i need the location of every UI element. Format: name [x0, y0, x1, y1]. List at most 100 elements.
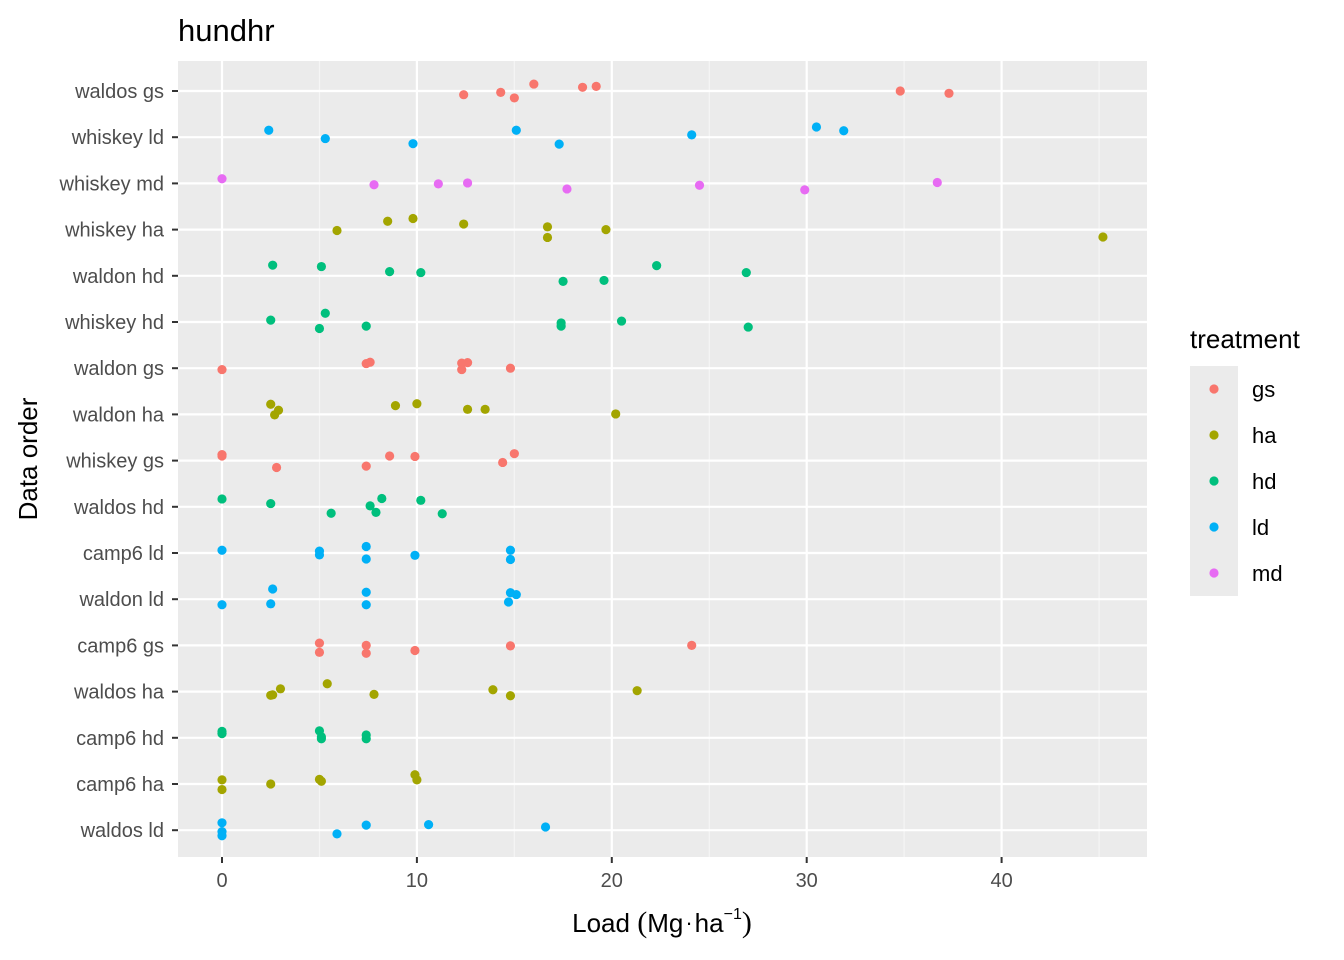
data-point — [369, 180, 379, 190]
y-axis-title: Data order — [13, 397, 43, 520]
data-point — [601, 225, 611, 235]
x-axis-title-unit-ha: ha — [695, 908, 724, 938]
legend-entries: gs ha hd ld md — [1209, 377, 1283, 586]
data-point — [271, 462, 282, 473]
data-point — [410, 645, 420, 656]
data-point — [383, 216, 393, 226]
data-point — [275, 684, 286, 694]
data-point — [217, 451, 227, 461]
y-tick-label: whiskey hd — [64, 312, 164, 334]
y-tick-label: whiskey gs — [65, 451, 164, 473]
data-point — [266, 498, 276, 509]
data-point — [616, 316, 627, 326]
data-point — [332, 829, 342, 839]
data-point — [361, 820, 371, 830]
x-tick-label: 30 — [796, 870, 818, 892]
legend: treatment gs ha hd ld md — [1190, 324, 1301, 596]
x-tick-label: 40 — [990, 870, 1012, 892]
data-point — [577, 82, 588, 92]
data-point — [326, 508, 336, 518]
data-point — [217, 494, 227, 504]
y-tick-label: camp6 gs — [77, 635, 164, 657]
data-point — [741, 267, 751, 278]
data-point — [361, 734, 371, 744]
legend-label-ld: ld — [1252, 515, 1269, 540]
data-point — [410, 550, 420, 560]
x-tick-label: 0 — [216, 870, 227, 892]
y-tick-label: camp6 hd — [76, 728, 164, 750]
data-point — [505, 691, 516, 701]
data-point — [488, 685, 498, 695]
legend-label-gs: gs — [1252, 377, 1275, 402]
data-point — [505, 363, 516, 373]
data-point — [498, 457, 508, 468]
y-tick-label: whiskey ld — [71, 127, 164, 149]
data-point — [459, 219, 469, 229]
data-point — [1098, 232, 1108, 242]
data-point — [217, 364, 227, 375]
data-point — [412, 399, 422, 409]
data-point — [314, 550, 325, 560]
legend-label-hd: hd — [1252, 469, 1276, 494]
data-point — [217, 784, 227, 795]
legend-key-md — [1209, 568, 1219, 578]
x-axis-title-close-paren: ) — [742, 906, 752, 939]
legend-key-hd — [1209, 476, 1219, 486]
plot-panel — [178, 61, 1147, 857]
data-point — [505, 554, 516, 565]
y-axis: waldos gs whiskey ld whiskey md whiskey ha w… — [59, 81, 178, 842]
data-point — [652, 261, 662, 271]
legend-key-ha — [1209, 430, 1219, 440]
data-point — [266, 599, 276, 609]
data-point — [457, 364, 467, 375]
y-tick-label: waldos hd — [73, 497, 164, 519]
y-tick-label: waldon gs — [73, 358, 164, 380]
data-point — [556, 321, 566, 331]
data-point — [361, 461, 371, 471]
data-point — [273, 405, 284, 415]
data-point — [385, 451, 395, 461]
data-point — [496, 87, 506, 97]
y-tick-label: camp6 ld — [83, 543, 164, 565]
x-tick-label: 20 — [601, 870, 623, 892]
data-point — [433, 179, 443, 189]
data-point — [361, 321, 371, 331]
data-point — [505, 545, 516, 555]
data-point — [361, 640, 371, 651]
data-point — [314, 323, 325, 334]
data-point — [811, 122, 822, 132]
y-tick-label: waldon ld — [78, 589, 164, 611]
data-point — [322, 679, 332, 689]
data-point — [694, 180, 705, 190]
data-point — [511, 589, 521, 600]
data-point — [895, 86, 905, 96]
data-point — [361, 600, 371, 610]
legend-key-gs — [1209, 384, 1219, 394]
y-tick-label: waldos ha — [73, 682, 165, 704]
legend-key-ld — [1209, 522, 1219, 532]
data-point — [839, 126, 849, 136]
grid-minor — [318, 61, 1100, 857]
data-point — [462, 404, 473, 414]
data-point — [687, 130, 697, 140]
data-point — [416, 267, 426, 278]
data-point — [554, 139, 564, 149]
legend-label-md: md — [1252, 561, 1283, 586]
data-point — [361, 541, 371, 552]
data-point — [503, 597, 514, 607]
data-point — [316, 776, 326, 786]
data-point — [314, 638, 325, 648]
data-point — [264, 125, 274, 135]
data-point — [316, 734, 326, 744]
data-point — [266, 399, 276, 409]
data-point — [632, 686, 642, 696]
data-point — [217, 818, 227, 828]
data-point — [316, 261, 326, 272]
data-point — [412, 775, 422, 785]
data-point — [462, 358, 473, 368]
data-point — [423, 820, 434, 830]
data-point — [217, 174, 227, 184]
data-point — [505, 641, 516, 651]
data-point — [509, 449, 519, 459]
